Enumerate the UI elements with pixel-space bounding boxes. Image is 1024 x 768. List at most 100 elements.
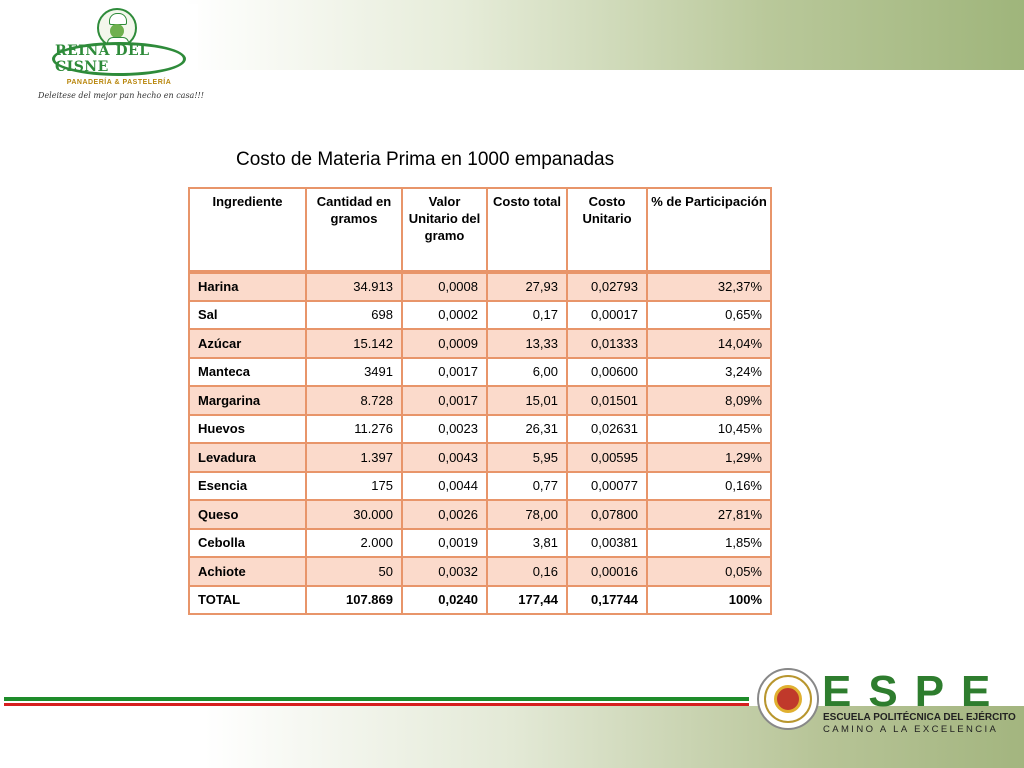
espe-logo-letters: ESPE bbox=[822, 667, 1008, 716]
value-cell: 8,09% bbox=[646, 385, 772, 416]
value-cell: 0,0002 bbox=[401, 299, 488, 330]
value-cell: 698 bbox=[305, 299, 403, 330]
value-cell: 0,00017 bbox=[566, 299, 648, 330]
value-cell: 50 bbox=[305, 556, 403, 587]
value-cell: 30.000 bbox=[305, 499, 403, 530]
value-cell: 0,00381 bbox=[566, 527, 648, 558]
column-header: Ingrediente bbox=[188, 188, 307, 274]
ingredient-cell: Azúcar bbox=[188, 328, 307, 359]
value-cell: 0,07800 bbox=[566, 499, 648, 530]
ingredient-cell: Esencia bbox=[188, 470, 307, 501]
value-cell: 15.142 bbox=[305, 328, 403, 359]
value-cell: 0,00600 bbox=[566, 356, 648, 387]
total-value-cell: 100% bbox=[646, 584, 772, 615]
table-row: Levadura 1.397 0,0043 5,95 0,00595 1,29% bbox=[188, 442, 772, 473]
green-stripe bbox=[4, 697, 749, 701]
table-row: Huevos 11.276 0,0023 26,31 0,02631 10,45% bbox=[188, 413, 772, 444]
value-cell: 0,00077 bbox=[566, 470, 648, 501]
value-cell: 3491 bbox=[305, 356, 403, 387]
value-cell: 0,01333 bbox=[566, 328, 648, 359]
table-row: Achiote 50 0,0032 0,16 0,00016 0,05% bbox=[188, 556, 772, 587]
column-header: Cantidad en gramos bbox=[305, 188, 403, 274]
logo-subtitle: PANADERÍA & PASTELERÍA bbox=[66, 79, 172, 86]
espe-motto: CAMINO A LA EXCELENCIA bbox=[823, 724, 999, 735]
value-cell: 1,29% bbox=[646, 442, 772, 473]
ingredient-cell: Queso bbox=[188, 499, 307, 530]
table-row: Azúcar 15.142 0,0009 13,33 0,01333 14,04% bbox=[188, 328, 772, 359]
value-cell: 0,0009 bbox=[401, 328, 488, 359]
espe-institution-name: ESCUELA POLITÉCNICA DEL EJÉRCITO bbox=[823, 712, 1016, 723]
table-row: Manteca 3491 0,0017 6,00 0,00600 3,24% bbox=[188, 356, 772, 387]
ingredient-cell: Sal bbox=[188, 299, 307, 330]
table-row: Margarina 8.728 0,0017 15,01 0,01501 8,09% bbox=[188, 385, 772, 416]
value-cell: 0,65% bbox=[646, 299, 772, 330]
value-cell: 1.397 bbox=[305, 442, 403, 473]
value-cell: 10,45% bbox=[646, 413, 772, 444]
value-cell: 3,81 bbox=[486, 527, 568, 558]
value-cell: 0,0023 bbox=[401, 413, 488, 444]
value-cell: 0,16 bbox=[486, 556, 568, 587]
logo-oval: REINA DEL CISNE bbox=[52, 42, 186, 76]
page-title: Costo de Materia Prima en 1000 empanadas bbox=[236, 149, 615, 170]
ingredient-cell: Levadura bbox=[188, 442, 307, 473]
value-cell: 32,37% bbox=[646, 271, 772, 302]
logo-name: REINA DEL CISNE bbox=[55, 43, 150, 75]
value-cell: 34.913 bbox=[305, 271, 403, 302]
value-cell: 15,01 bbox=[486, 385, 568, 416]
ingredient-cell: Achiote bbox=[188, 556, 307, 587]
value-cell: 2.000 bbox=[305, 527, 403, 558]
value-cell: 0,0017 bbox=[401, 385, 488, 416]
value-cell: 0,0017 bbox=[401, 356, 488, 387]
value-cell: 3,24% bbox=[646, 356, 772, 387]
column-header: Costo Unitario bbox=[566, 188, 648, 274]
total-value-cell: 107.869 bbox=[305, 584, 403, 615]
table-row: Queso 30.000 0,0026 78,00 0,07800 27,81% bbox=[188, 499, 772, 530]
column-header: Valor Unitario del gramo bbox=[401, 188, 488, 274]
column-header: % de Participación bbox=[646, 188, 772, 274]
total-value-cell: 177,44 bbox=[486, 584, 568, 615]
red-stripe bbox=[4, 703, 749, 706]
total-label-cell: TOTAL bbox=[188, 584, 307, 615]
table-row: Cebolla 2.000 0,0019 3,81 0,00381 1,85% bbox=[188, 527, 772, 558]
value-cell: 13,33 bbox=[486, 328, 568, 359]
footer-band bbox=[0, 706, 1024, 768]
table-header-row: Ingrediente Cantidad en gramos Valor Uni… bbox=[188, 188, 772, 274]
ingredient-cell: Harina bbox=[188, 271, 307, 302]
total-value-cell: 0,17744 bbox=[566, 584, 648, 615]
espe-seal-icon bbox=[757, 668, 819, 730]
value-cell: 0,01501 bbox=[566, 385, 648, 416]
ingredient-cell: Manteca bbox=[188, 356, 307, 387]
value-cell: 8.728 bbox=[305, 385, 403, 416]
total-value-cell: 0,0240 bbox=[401, 584, 488, 615]
value-cell: 27,81% bbox=[646, 499, 772, 530]
table-total-row: TOTAL 107.869 0,0240 177,44 0,17744 100% bbox=[188, 584, 772, 615]
value-cell: 27,93 bbox=[486, 271, 568, 302]
value-cell: 14,04% bbox=[646, 328, 772, 359]
ingredient-cell: Huevos bbox=[188, 413, 307, 444]
value-cell: 0,0044 bbox=[401, 470, 488, 501]
value-cell: 0,00595 bbox=[566, 442, 648, 473]
cost-table: Ingrediente Cantidad en gramos Valor Uni… bbox=[188, 187, 772, 615]
value-cell: 78,00 bbox=[486, 499, 568, 530]
table-row: Harina 34.913 0,0008 27,93 0,02793 32,37% bbox=[188, 271, 772, 302]
value-cell: 6,00 bbox=[486, 356, 568, 387]
value-cell: 0,0019 bbox=[401, 527, 488, 558]
value-cell: 0,0008 bbox=[401, 271, 488, 302]
column-header: Costo total bbox=[486, 188, 568, 274]
value-cell: 0,16% bbox=[646, 470, 772, 501]
logo-tagline: Deleitese del mejor pan hecho en casa!!! bbox=[38, 91, 204, 100]
ingredient-cell: Cebolla bbox=[188, 527, 307, 558]
reina-del-cisne-logo: REINA DEL CISNE PANADERÍA & PASTELERÍA D… bbox=[38, 4, 204, 102]
value-cell: 26,31 bbox=[486, 413, 568, 444]
value-cell: 0,17 bbox=[486, 299, 568, 330]
value-cell: 175 bbox=[305, 470, 403, 501]
value-cell: 0,0043 bbox=[401, 442, 488, 473]
value-cell: 0,02793 bbox=[566, 271, 648, 302]
ingredient-cell: Margarina bbox=[188, 385, 307, 416]
value-cell: 0,77 bbox=[486, 470, 568, 501]
value-cell: 0,05% bbox=[646, 556, 772, 587]
value-cell: 0,0026 bbox=[401, 499, 488, 530]
value-cell: 1,85% bbox=[646, 527, 772, 558]
value-cell: 0,00016 bbox=[566, 556, 648, 587]
value-cell: 0,02631 bbox=[566, 413, 648, 444]
